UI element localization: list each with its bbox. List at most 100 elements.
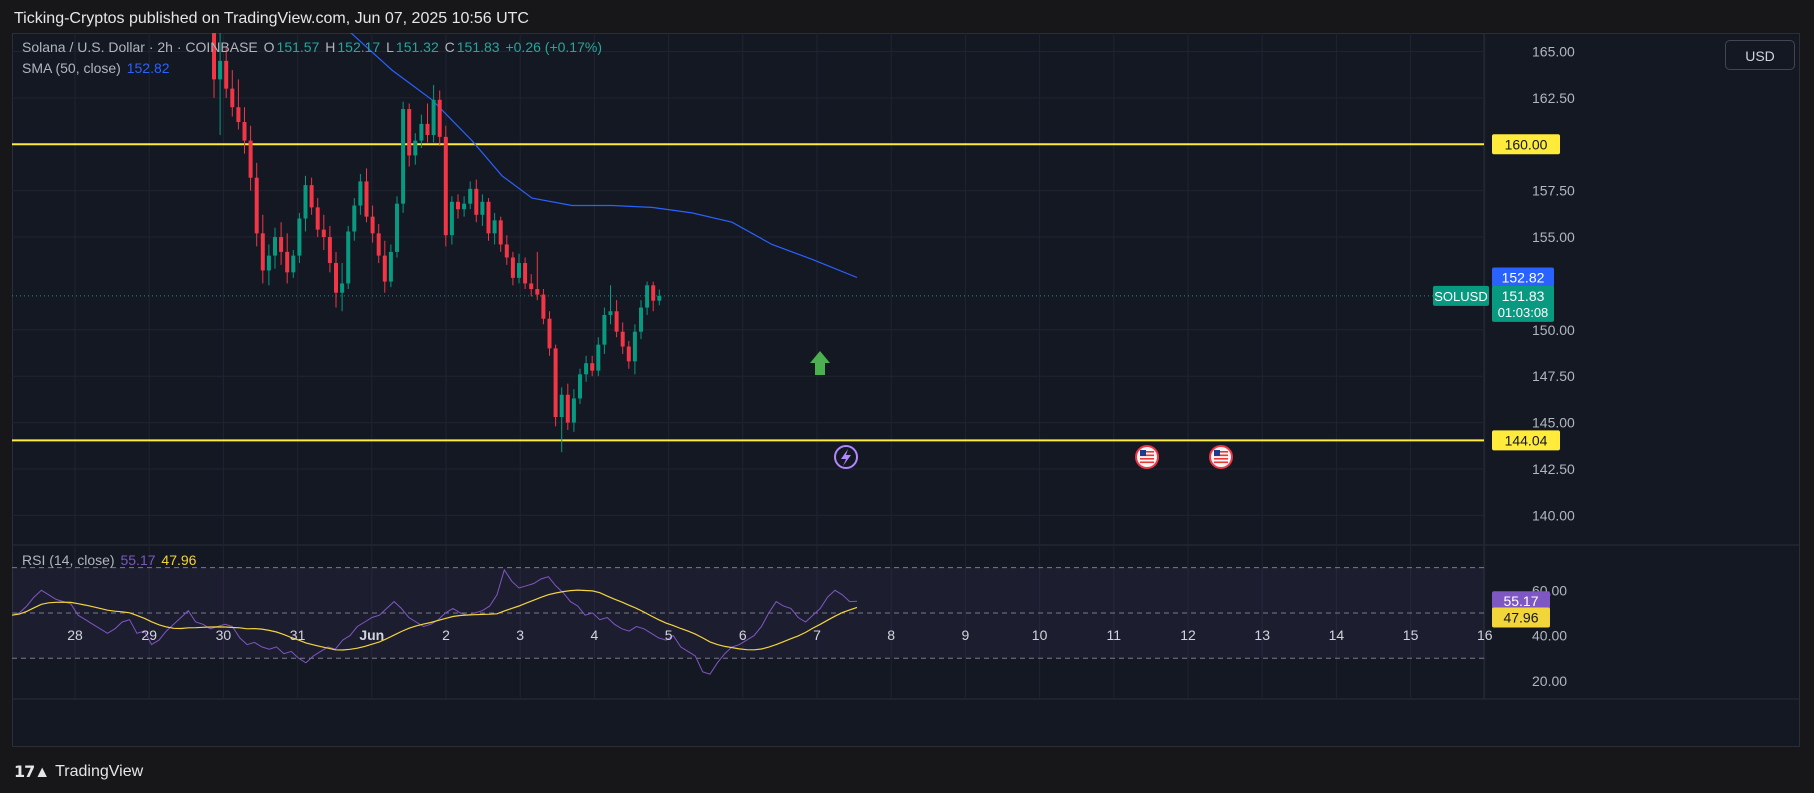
time-tick-label: 13 — [1254, 627, 1270, 643]
lightning-event-icon[interactable] — [834, 445, 858, 469]
sma-line — [350, 33, 858, 279]
candle-body — [651, 285, 656, 301]
candle-body — [559, 394, 564, 417]
symbol-tag — [1433, 285, 1489, 306]
candle-body — [571, 398, 576, 423]
candle-body — [407, 109, 412, 156]
flag-stripe — [1140, 461, 1154, 464]
candle-body — [388, 251, 393, 282]
rsi-ma-value: 47.96 — [161, 552, 197, 568]
candle-body — [266, 255, 271, 271]
time-tick-label: 15 — [1403, 627, 1419, 643]
candle-body — [236, 107, 241, 123]
low-value: 151.32 — [395, 39, 439, 55]
rsi-lines — [12, 568, 858, 675]
open-value: 151.57 — [276, 39, 320, 55]
candle-body — [212, 33, 216, 80]
price-tick-label: 145.00 — [1532, 415, 1575, 431]
candle-body — [474, 188, 479, 215]
candle-body — [395, 203, 399, 252]
us-flag-event-icon[interactable] — [1135, 445, 1159, 469]
candle-body — [358, 181, 363, 206]
rsi-legend[interactable]: RSI (14, close) 55.17 47.96 — [22, 552, 198, 568]
rsi-value-tag — [1492, 591, 1550, 612]
rsi-band — [12, 567, 1484, 659]
candle-body — [425, 123, 430, 136]
candle-body — [517, 263, 521, 278]
price-chart[interactable]: 165.00 162.50 157.50 155.00 150.00 147.50 145.… — [12, 33, 1800, 747]
candle-body — [327, 237, 332, 264]
candle-body — [510, 257, 515, 278]
up-arrow-icon[interactable] — [810, 351, 830, 375]
lightning-bolt — [841, 449, 851, 466]
candle-body — [254, 177, 259, 234]
us-flag-event-icon[interactable] — [1209, 445, 1233, 469]
candle-body — [504, 244, 509, 258]
candle-body — [541, 294, 546, 319]
rsi-value: 55.17 — [120, 552, 156, 568]
currency-button[interactable]: USD — [1725, 40, 1795, 70]
candle-body — [578, 374, 582, 399]
tradingview-logo[interactable]: 𝟭𝟳▲ TradingView — [14, 762, 143, 782]
candle-body — [614, 311, 619, 332]
candle-body — [462, 203, 467, 210]
candle-body — [639, 307, 643, 332]
candle-body — [492, 220, 497, 234]
sma-label[interactable]: SMA (50, close) — [22, 60, 121, 76]
tradingview-logo-text: TradingView — [55, 763, 144, 780]
candle-body — [657, 295, 662, 301]
flag-stripe — [1140, 451, 1154, 453]
sma-polyline — [350, 33, 858, 279]
symbol-legend[interactable]: Solana / U.S. Dollar · 2h · COINBASE O 15… — [22, 39, 604, 55]
candle-body — [437, 99, 442, 137]
flag-stripe — [1214, 454, 1228, 457]
candle-body — [297, 218, 302, 256]
time-tick-label: 5 — [665, 627, 673, 643]
candle-body — [309, 185, 314, 208]
candle-body — [456, 201, 460, 210]
candle-body — [321, 229, 326, 238]
last-price-label: 151.83 — [1502, 288, 1545, 304]
time-axis[interactable]: 28 29 30 31 Jun 2 3 4 5 6 7 8 9 10 11 12 13 14 15 16 — [67, 627, 1493, 643]
candle-body — [352, 205, 357, 232]
candle-body — [285, 251, 290, 273]
candle-body — [535, 289, 540, 295]
price-axis[interactable]: 165.00 162.50 157.50 155.00 150.00 147.50 145.… — [1433, 44, 1575, 524]
tv-logo-icon: 𝟭𝟳▲ — [14, 764, 50, 781]
open-label: O — [263, 39, 275, 55]
event-markers[interactable] — [810, 351, 1233, 469]
rsi-value-label: 55.17 — [1503, 593, 1538, 609]
close-value: 151.83 — [456, 39, 500, 55]
candle-body — [443, 136, 448, 236]
price-tick-label: 140.00 — [1532, 507, 1575, 523]
rsi-ma-polyline — [12, 589, 858, 651]
candle-body — [480, 201, 485, 215]
candle-body — [626, 346, 631, 362]
time-tick-label: 11 — [1107, 627, 1122, 643]
candle-body — [340, 283, 345, 293]
time-tick-label: 6 — [739, 627, 747, 643]
time-tick-label: 7 — [813, 627, 821, 643]
candle-body — [248, 140, 253, 178]
candle-body — [596, 344, 601, 371]
time-tick-label: 28 — [67, 627, 83, 643]
candle-body — [431, 99, 436, 136]
rsi-label[interactable]: RSI (14, close) — [22, 552, 115, 568]
candle-body — [364, 181, 369, 217]
price-tick-label: 165.00 — [1532, 44, 1575, 60]
symbol-title[interactable]: Solana / U.S. Dollar · 2h · COINBASE — [22, 39, 258, 55]
bar-countdown-label: 01:03:08 — [1498, 305, 1549, 320]
high-value: 152.17 — [337, 39, 381, 55]
flag-stripe — [1140, 458, 1154, 460]
level-price-tag — [1492, 134, 1560, 155]
candle-body — [303, 185, 308, 219]
sma-legend[interactable]: SMA (50, close) 152.82 — [22, 60, 172, 76]
candle-body — [419, 123, 424, 141]
time-tick-label: 12 — [1180, 627, 1196, 643]
rsi-value-label: 47.96 — [1503, 610, 1538, 626]
candle-body — [401, 109, 406, 204]
publisher-header: Ticking-Cryptos published on TradingView… — [14, 10, 529, 27]
candle-body — [645, 285, 650, 308]
flag-stripe — [1214, 451, 1228, 453]
